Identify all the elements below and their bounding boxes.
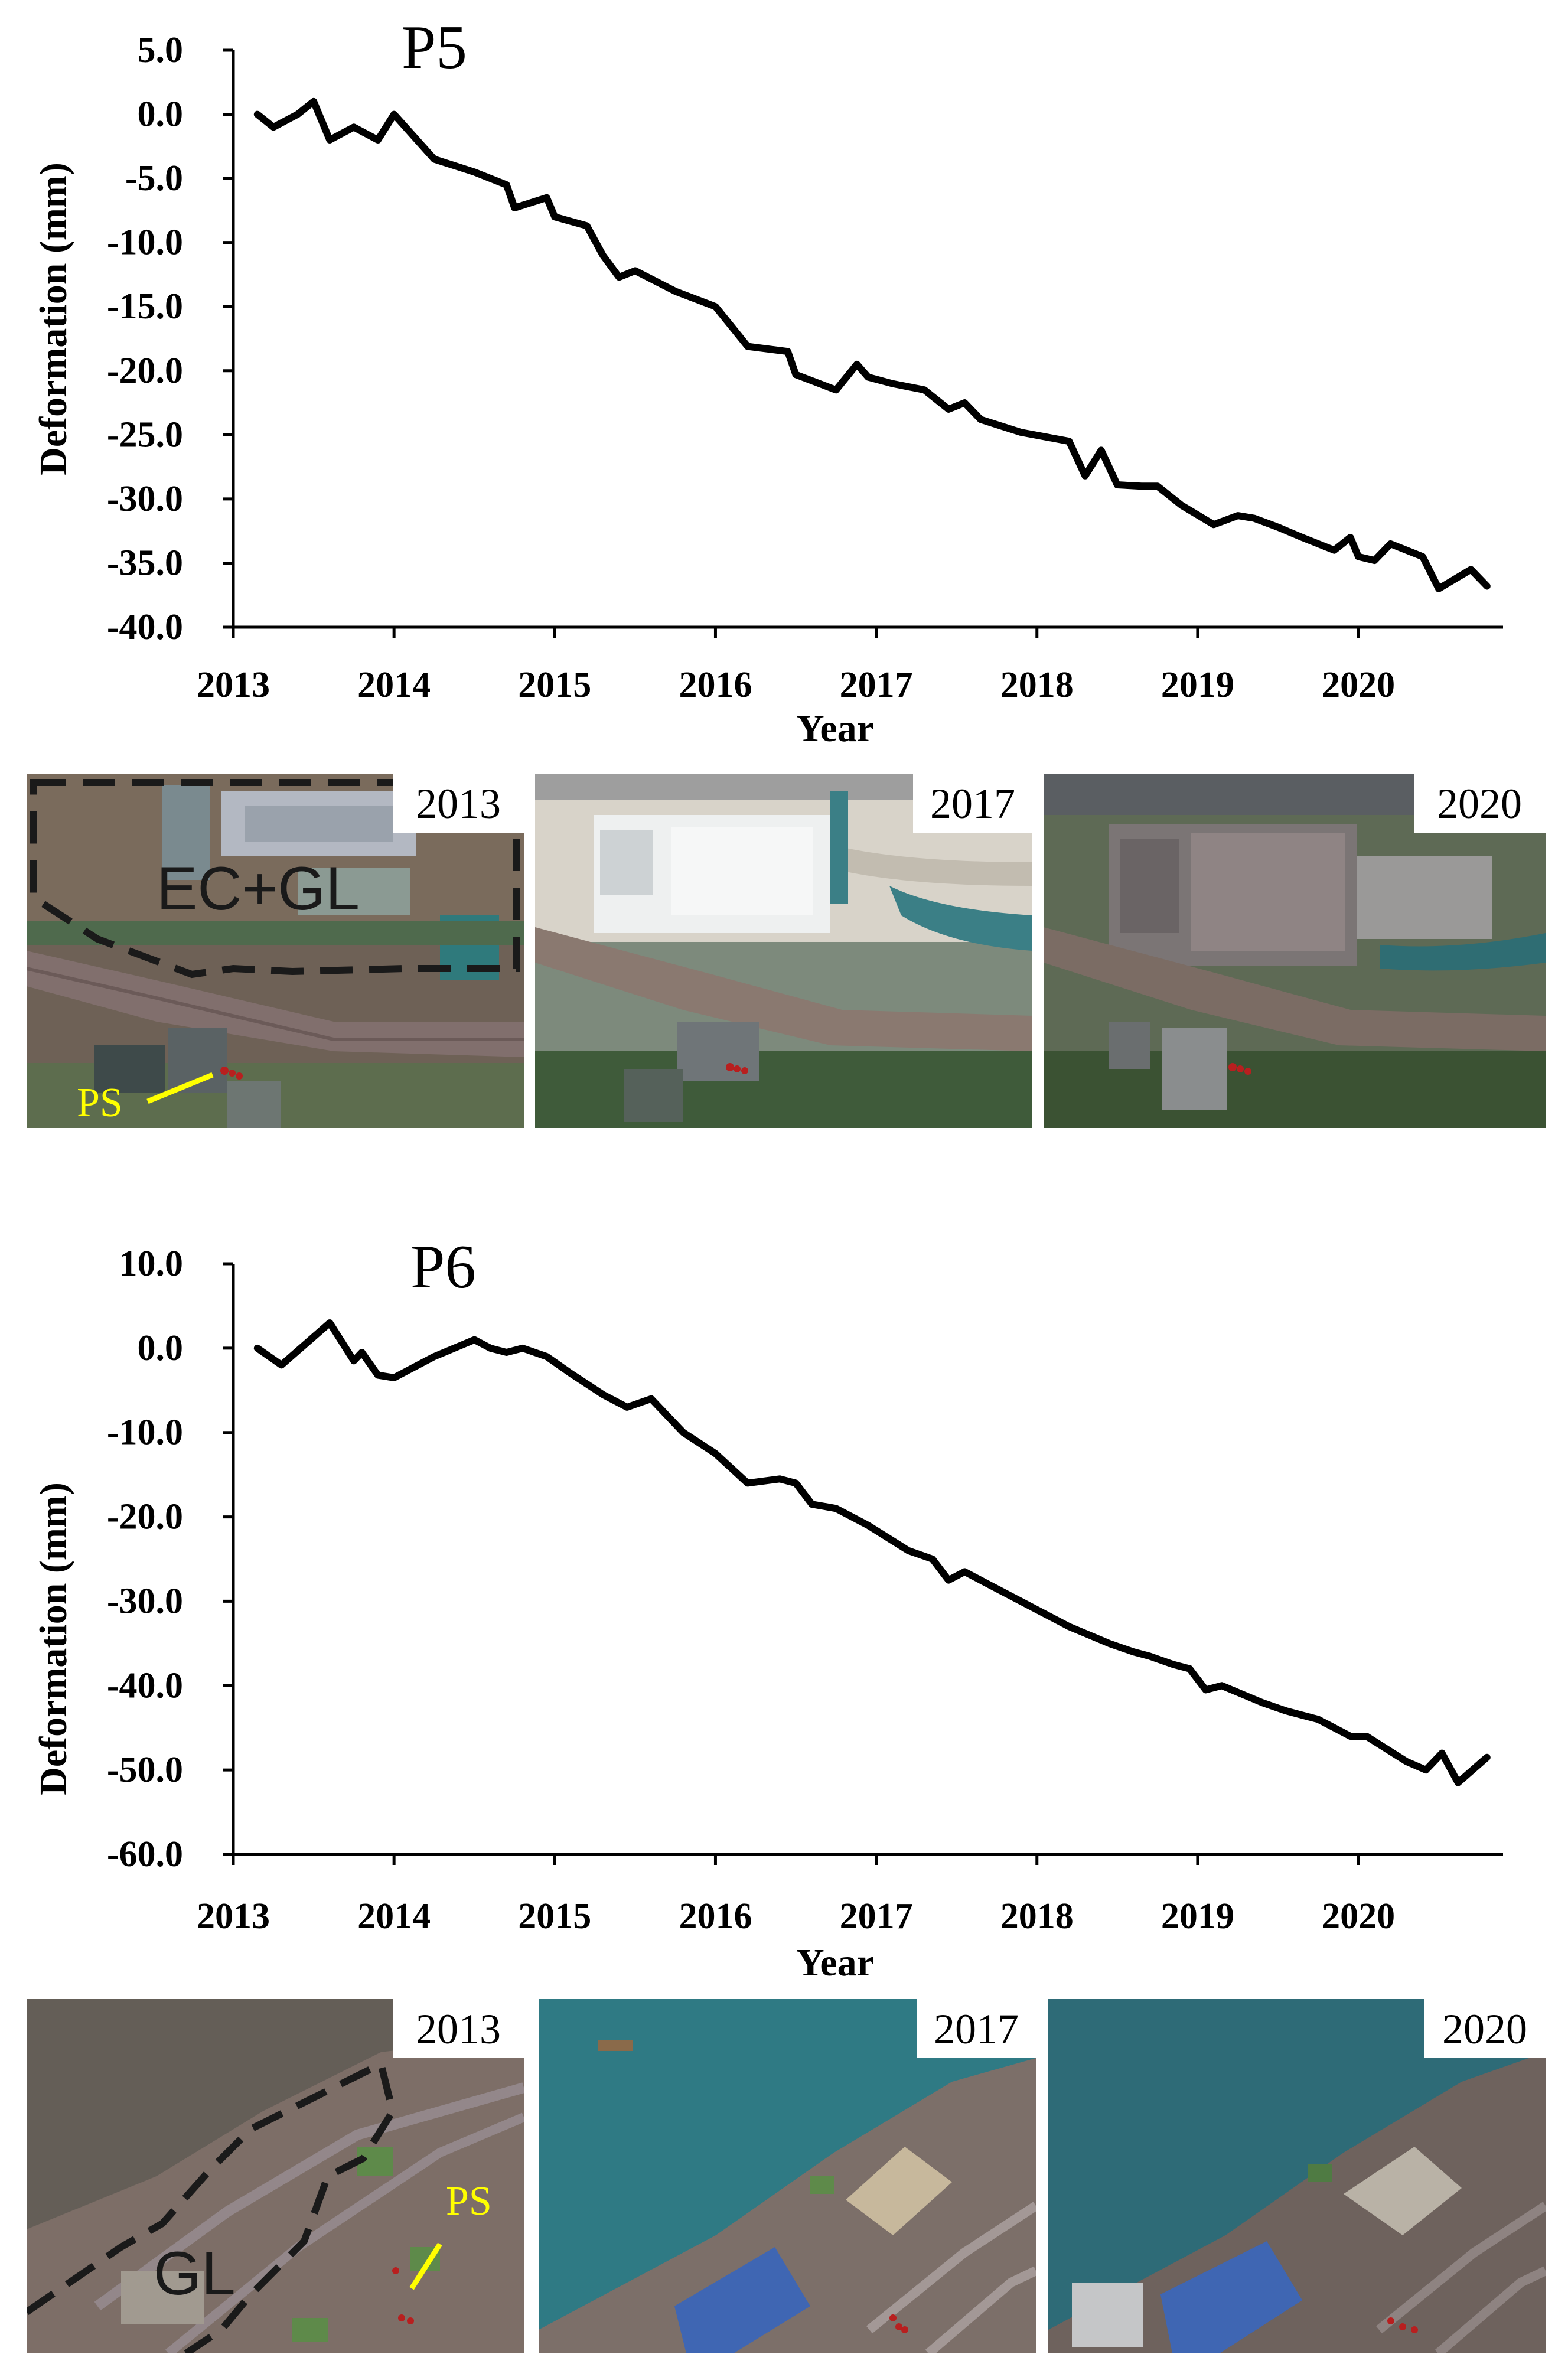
chart-title: P6 xyxy=(410,1232,476,1301)
y-tick-label: -10.0 xyxy=(107,1413,183,1453)
panel-year: 2020 xyxy=(1437,780,1522,827)
p6-image-2020: 2020 xyxy=(1048,1999,1546,2353)
axes xyxy=(223,48,1503,638)
p5-image-2017: 2017 xyxy=(535,774,1032,1128)
y-axis-label: Deformation (mm) xyxy=(32,1482,75,1795)
p6-image-2017: 2017 xyxy=(539,1999,1036,2353)
x-tick-label: 2015 xyxy=(518,665,591,705)
ps-pointer xyxy=(146,1072,214,1104)
p5-image-2020: 2020 xyxy=(1044,774,1546,1128)
y-tick-label: -40.0 xyxy=(107,607,183,647)
zone-label: EC+GL xyxy=(157,855,360,923)
zone-outline xyxy=(27,2059,397,2353)
x-tick-label: 2014 xyxy=(357,665,431,705)
y-tick-label: -15.0 xyxy=(107,286,183,327)
x-tick-label: 2019 xyxy=(1161,665,1234,705)
zone-label: GL xyxy=(154,2239,236,2308)
chart-title: P5 xyxy=(402,12,467,81)
y-tick-label: -20.0 xyxy=(107,1497,183,1537)
x-tick-label: 2013 xyxy=(197,665,270,705)
y-tick-label: -5.0 xyxy=(125,158,183,198)
x-tick-label: 2015 xyxy=(518,1896,591,1936)
x-tick-label: 2017 xyxy=(840,665,913,705)
y-tick-label: -35.0 xyxy=(107,543,183,583)
y-tick-label: 5.0 xyxy=(138,30,184,70)
panel-year: 2013 xyxy=(416,2006,501,2053)
ps-label: PS xyxy=(446,2179,492,2224)
ps-label: PS xyxy=(77,1080,123,1126)
y-tick-label: -40.0 xyxy=(107,1665,183,1706)
chart-p5: P5 Deformation (mm) Year 5.0 0.0 -5.0 -10.0… xyxy=(32,12,1503,750)
zone-outline xyxy=(30,779,520,979)
x-tick-label: 2016 xyxy=(679,1896,752,1936)
panel-year: 2020 xyxy=(1442,2006,1527,2053)
p5-image-2013: 2013 EC+GL PS xyxy=(27,774,524,1128)
x-tick-label: 2018 xyxy=(1000,1896,1074,1936)
y-tick-label: -50.0 xyxy=(107,1750,183,1790)
series xyxy=(253,1319,1491,1786)
y-tick-label: -10.0 xyxy=(107,223,183,263)
x-axis-label: Year xyxy=(796,707,874,750)
y-tick-label: -30.0 xyxy=(107,479,183,519)
tick-labels: 5.0 0.0 -5.0 -10.0 -15.0 -20.0 -25.0 -30.0 -35.0… xyxy=(107,30,1395,705)
series-line-P6 xyxy=(253,1319,1491,1786)
y-tick-label: -20.0 xyxy=(107,351,183,391)
series-line-P5 xyxy=(253,97,1491,592)
y-axis-label: Deformation (mm) xyxy=(32,162,75,475)
x-axis-label: Year xyxy=(796,1941,874,1984)
series xyxy=(253,97,1491,592)
panel-year: 2017 xyxy=(930,780,1015,827)
x-tick-label: 2014 xyxy=(357,1896,431,1936)
y-tick-label: 10.0 xyxy=(119,1244,184,1284)
x-tick-label: 2020 xyxy=(1322,1896,1395,1936)
x-tick-label: 2017 xyxy=(840,1896,913,1936)
x-tick-label: 2018 xyxy=(1000,665,1074,705)
panel-year: 2017 xyxy=(934,2006,1019,2053)
y-tick-label: -25.0 xyxy=(107,415,183,455)
x-tick-label: 2013 xyxy=(197,1896,270,1936)
x-tick-label: 2019 xyxy=(1161,1896,1234,1936)
x-tick-label: 2016 xyxy=(679,665,752,705)
y-tick-label: -60.0 xyxy=(107,1834,183,1874)
tick-labels: 10.0 0.0 -10.0 -20.0 -30.0 -40.0 -50.0 -60.0 201… xyxy=(107,1244,1395,1936)
p6-image-2013: 2013 GL PS xyxy=(27,1999,524,2353)
panel-year: 2013 xyxy=(416,780,501,827)
ps-pointer xyxy=(409,2242,442,2290)
y-tick-label: -30.0 xyxy=(107,1581,183,1621)
x-tick-label: 2020 xyxy=(1322,665,1395,705)
y-tick-label: 0.0 xyxy=(138,1328,184,1368)
y-tick-label: 0.0 xyxy=(138,94,184,135)
chart-p6: P6 Deformation (mm) Year 10.0 0.0 -10.0 -20… xyxy=(32,1232,1503,1984)
axes xyxy=(223,1262,1503,1865)
